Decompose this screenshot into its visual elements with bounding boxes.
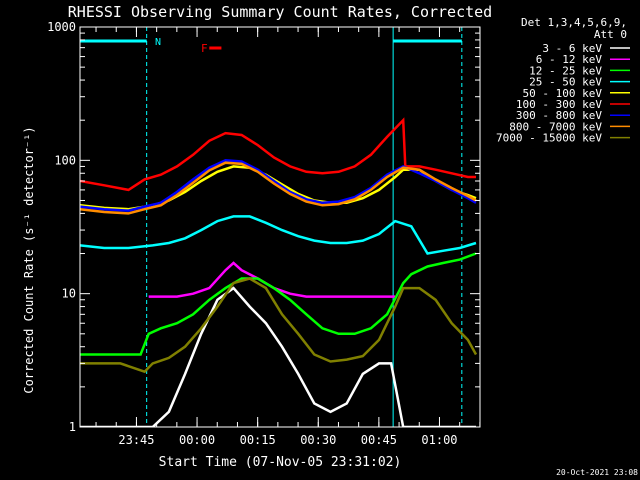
series-line-25-50-kev bbox=[80, 215, 477, 255]
x-tick-label: 00:45 bbox=[361, 433, 397, 447]
x-tick-label: 00:30 bbox=[300, 433, 336, 447]
night-markers bbox=[79, 27, 463, 427]
night-flag-label: N bbox=[155, 37, 161, 48]
plot-frame bbox=[79, 26, 481, 428]
y-axis: 1 10 100 1000 bbox=[47, 20, 480, 434]
y-tick-label: 10 bbox=[62, 287, 76, 301]
legend-label: 25 - 50 keV bbox=[529, 76, 602, 89]
legend-label: 50 - 100 keV bbox=[523, 87, 603, 100]
y-tick-label: 1000 bbox=[47, 20, 76, 34]
legend-header: Det 1,3,4,5,6,9, bbox=[521, 16, 627, 29]
legend-label: 7000 - 15000 keV bbox=[496, 132, 602, 145]
series-line-3-6-kev bbox=[80, 286, 476, 427]
series-lines bbox=[80, 117, 478, 427]
series-line-100-300-kev bbox=[80, 117, 476, 192]
y-tick-label: 1 bbox=[69, 420, 76, 434]
x-axis-label: Start Time (07-Nov-05 23:31:02) bbox=[159, 455, 402, 470]
x-tick-label: 00:00 bbox=[179, 433, 215, 447]
footer-date: 20-Oct-2021 23:08 bbox=[556, 468, 638, 477]
x-tick-label: 00:15 bbox=[240, 433, 276, 447]
legend-label: 3 - 6 keV bbox=[542, 42, 602, 55]
series-line-300-800-kev bbox=[80, 159, 477, 212]
series-line-6-12-kev bbox=[148, 261, 396, 298]
legend-label: 100 - 300 keV bbox=[516, 98, 602, 111]
x-axis: 23:45 00:00 00:15 00:30 00:45 01:00 bbox=[95, 27, 481, 447]
x-tick-label: 01:00 bbox=[421, 433, 457, 447]
legend-label: 6 - 12 keV bbox=[536, 53, 603, 66]
chart-title: RHESSI Observing Summary Count Rates, Co… bbox=[68, 3, 492, 21]
y-tick-label: 100 bbox=[54, 153, 76, 167]
x-tick-label: 23:45 bbox=[118, 433, 154, 447]
legend-label: 12 - 25 keV bbox=[529, 64, 602, 77]
legend-label: 800 - 7000 keV bbox=[509, 120, 602, 133]
flare-flag-label: F bbox=[201, 42, 208, 55]
y-axis-label: Corrected Count Rate (s⁻¹ detector⁻¹) bbox=[22, 126, 36, 393]
series-line-7000-15000-kev bbox=[80, 277, 478, 374]
legend-header: Att 0 bbox=[594, 28, 627, 41]
series-line-800-7000-kev bbox=[80, 161, 477, 215]
series-line-12-25-kev bbox=[80, 252, 477, 356]
legend-label: 300 - 800 keV bbox=[516, 109, 602, 122]
